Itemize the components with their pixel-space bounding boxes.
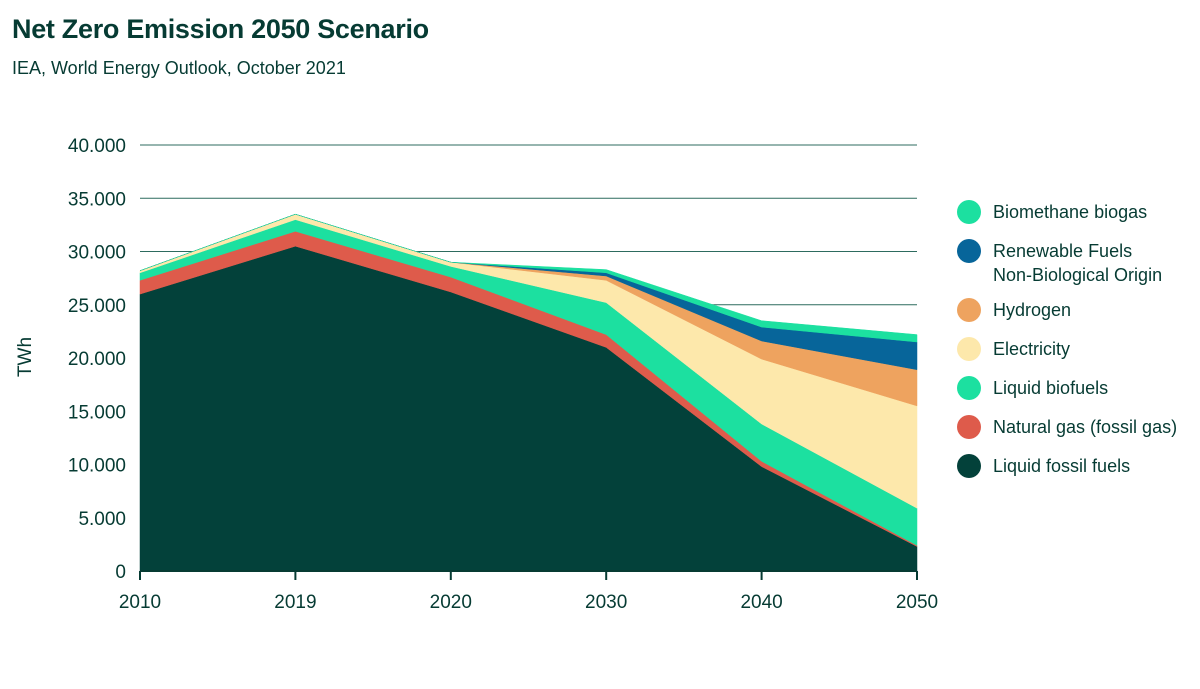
legend-item-natural-gas: Natural gas (fossil gas) [955, 415, 1195, 454]
legend-swatch [957, 200, 981, 224]
y-tick-label: 30.000 [68, 243, 126, 264]
chart-title: Net Zero Emission 2050 Scenario [12, 14, 429, 44]
y-axis-label: TWh [15, 337, 36, 377]
legend-item-hydrogen: Hydrogen [955, 298, 1195, 337]
x-tick-label: 2010 [119, 592, 161, 613]
area-series [139, 213, 918, 572]
y-tick-label: 5.000 [78, 509, 126, 530]
x-tick-label: 2030 [585, 592, 627, 613]
x-tick-label: 2040 [740, 592, 782, 613]
y-tick-label: 15.000 [68, 402, 126, 423]
legend-swatch [957, 415, 981, 439]
legend-item-electricity: Electricity [955, 337, 1195, 376]
y-tick-label: 10.000 [68, 456, 126, 477]
legend-item-biomethane-biogas: Biomethane biogas [955, 200, 1195, 239]
legend-label: Natural gas (fossil gas) [993, 417, 1178, 437]
x-tick-label: 2019 [274, 592, 316, 613]
legend-label: Hydrogen [993, 300, 1072, 320]
legend-swatch [957, 454, 981, 478]
y-tick-label: 25.000 [68, 296, 126, 317]
y-tick-label: 0 [115, 562, 126, 583]
chart-subtitle: IEA, World Energy Outlook, October 2021 [12, 58, 346, 78]
legend-swatch [957, 239, 981, 263]
legend: Biomethane biogas Renewable Fuels Non-Bi… [955, 200, 1195, 493]
legend-label: Liquid fossil fuels [993, 456, 1131, 476]
legend-item-liquid-fossil-fuels: Liquid fossil fuels [955, 454, 1195, 493]
y-tick-label: 40.000 [68, 136, 126, 157]
legend-label: Electricity [993, 339, 1071, 359]
legend-swatch [957, 376, 981, 400]
x-tick-label: 2020 [430, 592, 472, 613]
legend-swatch [957, 337, 981, 361]
legend-label: Biomethane biogas [993, 202, 1148, 222]
x-tick-label: 2050 [896, 592, 938, 613]
area-biomethane-biogas [139, 213, 918, 343]
y-tick-label: 20.000 [68, 349, 126, 370]
legend-swatch [957, 298, 981, 322]
legend-item-liquid-biofuels: Liquid biofuels [955, 376, 1195, 415]
legend-item-renewable-fuels: Renewable Fuels Non-Biological Origin [955, 239, 1195, 298]
legend-label: Liquid biofuels [993, 378, 1109, 398]
axes: 0 5.000 10.000 15.000 20.000 25.000 30.000 35.0… [68, 136, 938, 613]
y-tick-label: 35.000 [68, 189, 126, 210]
legend-label: Renewable Fuels Non-Biological Origin [993, 241, 1163, 285]
